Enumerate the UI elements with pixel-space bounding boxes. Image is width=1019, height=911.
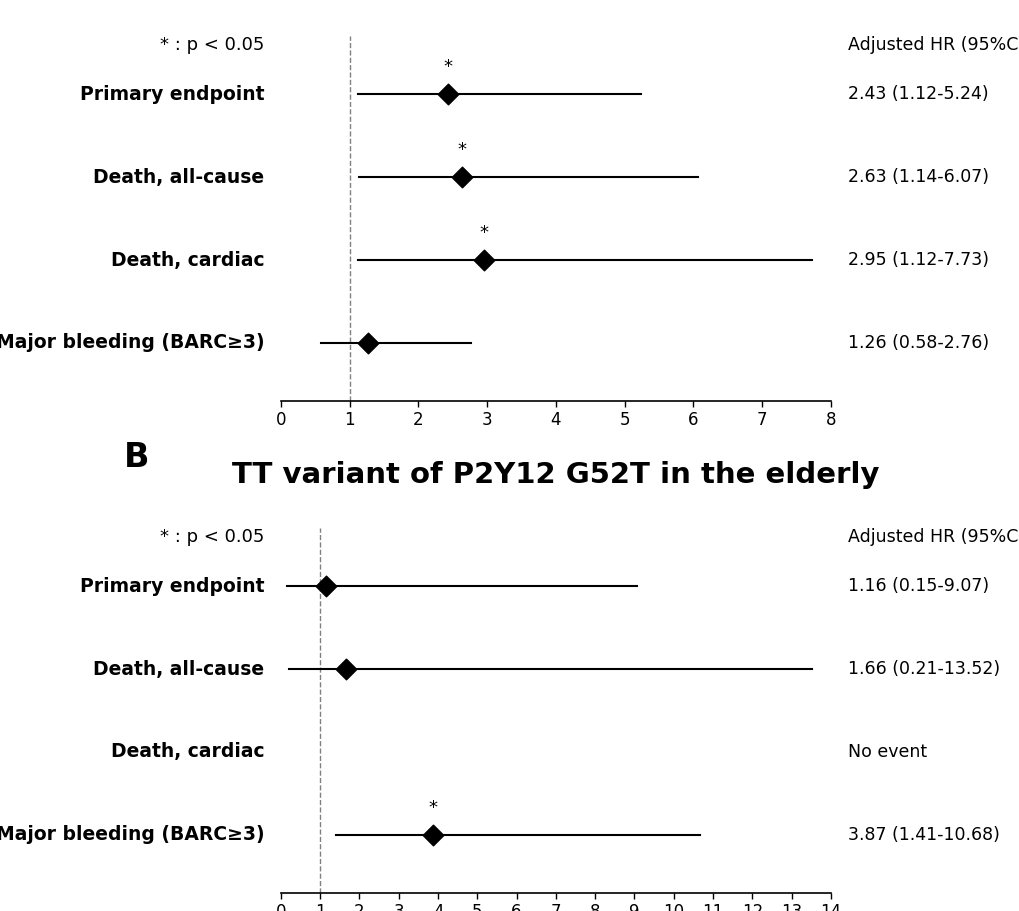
Text: *: * bbox=[443, 58, 452, 77]
Text: 2.63 (1.14-6.07): 2.63 (1.14-6.07) bbox=[847, 169, 987, 186]
Text: Death, all-cause: Death, all-cause bbox=[93, 660, 264, 679]
Text: No event: No event bbox=[847, 743, 926, 761]
Point bbox=[318, 579, 334, 594]
Text: 2.43 (1.12-5.24): 2.43 (1.12-5.24) bbox=[847, 86, 987, 104]
Point bbox=[424, 827, 440, 842]
Text: Major bleeding (BARC≥3): Major bleeding (BARC≥3) bbox=[0, 825, 264, 844]
Point bbox=[439, 87, 455, 102]
Point bbox=[475, 252, 491, 267]
Text: TT variant of P2Y12 G52T in the elderly: TT variant of P2Y12 G52T in the elderly bbox=[232, 461, 878, 488]
Text: Major bleeding (BARC≥3): Major bleeding (BARC≥3) bbox=[0, 333, 264, 353]
Text: 1.26 (0.58-2.76): 1.26 (0.58-2.76) bbox=[847, 333, 987, 352]
Text: Adjusted HR (95%CI): Adjusted HR (95%CI) bbox=[847, 527, 1019, 546]
Text: 1.66 (0.21-13.52): 1.66 (0.21-13.52) bbox=[847, 660, 999, 678]
Text: *: * bbox=[457, 141, 466, 159]
Text: 2.95 (1.12-7.73): 2.95 (1.12-7.73) bbox=[847, 251, 987, 269]
Text: *: * bbox=[479, 224, 488, 241]
Point bbox=[453, 170, 470, 185]
Text: * : p < 0.05: * : p < 0.05 bbox=[160, 36, 264, 54]
Point bbox=[359, 335, 375, 350]
Text: Death, all-cause: Death, all-cause bbox=[93, 168, 264, 187]
Point bbox=[337, 662, 354, 677]
Text: Death, cardiac: Death, cardiac bbox=[110, 742, 264, 762]
Text: Adjusted HR (95%CI): Adjusted HR (95%CI) bbox=[847, 36, 1019, 54]
Text: * : p < 0.05: * : p < 0.05 bbox=[160, 527, 264, 546]
Text: Primary endpoint: Primary endpoint bbox=[79, 577, 264, 596]
Text: *: * bbox=[428, 799, 437, 816]
Text: B: B bbox=[124, 442, 150, 475]
Text: Death, cardiac: Death, cardiac bbox=[110, 251, 264, 270]
Text: 1.16 (0.15-9.07): 1.16 (0.15-9.07) bbox=[847, 578, 987, 596]
Text: Primary endpoint: Primary endpoint bbox=[79, 85, 264, 104]
Text: 3.87 (1.41-10.68): 3.87 (1.41-10.68) bbox=[847, 825, 999, 844]
